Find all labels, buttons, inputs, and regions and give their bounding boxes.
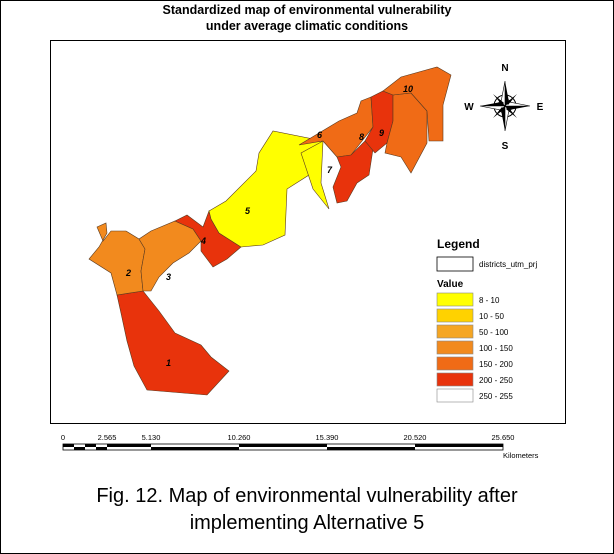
- legend-title: Legend: [437, 237, 480, 251]
- district-10: [382, 66, 452, 142]
- scale-tick-5: 20.520: [404, 433, 427, 442]
- district-label-2: 2: [125, 268, 131, 278]
- legend-swatch-4: [436, 356, 474, 371]
- legend: Legend districts_utm_prj Value 8 - 10 10 …: [436, 237, 537, 403]
- scale-tick-0: 0: [61, 433, 65, 442]
- compass-west-label: W: [464, 102, 474, 113]
- district-label-3: 3: [166, 272, 171, 282]
- legend-swatch-2: [436, 324, 474, 339]
- district-7: [332, 140, 374, 204]
- district-label-7: 7: [327, 165, 333, 175]
- district-5b: [300, 140, 330, 210]
- compass-east-label: E: [537, 102, 544, 113]
- scale-blocks: [62, 443, 504, 451]
- legend-swatch-3: [436, 340, 474, 355]
- map-panel: 1 2 3 4 5 6 7 8 9 10 N S E W: [50, 40, 566, 424]
- scale-tick-3: 10.260: [228, 433, 251, 442]
- legend-class-label-5: 200 - 250: [479, 376, 513, 385]
- legend-class-label-0: 8 - 10: [479, 296, 500, 305]
- caption-line-2: implementing Alternative 5: [189, 512, 425, 534]
- legend-class-label-2: 50 - 100: [479, 328, 509, 337]
- district-label-6: 6: [317, 130, 323, 140]
- scale-tick-6: 25.650: [492, 433, 515, 442]
- scale-block-6: [239, 444, 327, 447]
- legend-value-heading: Value: [437, 279, 464, 290]
- scale-block-7: [327, 447, 415, 450]
- legend-swatch-0: [436, 292, 474, 307]
- district-label-4: 4: [200, 236, 206, 246]
- legend-class-label-6: 250 - 255: [479, 392, 513, 401]
- scale-block-1: [74, 447, 85, 450]
- legend-layer-swatch: [436, 256, 474, 272]
- legend-class-label-3: 100 - 150: [479, 344, 513, 353]
- district-label-9: 9: [379, 128, 384, 138]
- legend-swatch-6: [436, 388, 474, 403]
- legend-class-label-1: 10 - 50: [479, 312, 504, 321]
- scale-tick-labels: 0 2.565 5.130 10.260 15.390 20.520 25.650: [61, 433, 515, 442]
- district-5: [208, 130, 324, 248]
- scale-block-8: [415, 444, 503, 447]
- figure-caption: Fig. 12. Map of environmental vulnerabil…: [0, 483, 614, 537]
- scale-tick-4: 15.390: [316, 433, 339, 442]
- map-title-line-1: Standardized map of environmental vulner…: [162, 3, 452, 17]
- legend-swatch-5: [436, 372, 474, 387]
- map-title-line-2: under average climatic conditions: [205, 19, 409, 33]
- district-1: [116, 290, 230, 396]
- district-label-10: 10: [403, 84, 413, 94]
- district-2: [88, 222, 146, 296]
- map-canvas: 1 2 3 4 5 6 7 8 9 10 N S E W: [88, 63, 544, 403]
- compass-north-label: N: [501, 63, 508, 74]
- caption-line-1: Fig. 12. Map of environmental vulnerabil…: [96, 485, 518, 507]
- compass-rose-icon: [479, 80, 531, 132]
- scale-tick-2: 5.130: [142, 433, 161, 442]
- scale-bar: 0 2.565 5.130 10.260 15.390 20.520 25.650 Kilo…: [61, 433, 539, 460]
- district-label-1: 1: [166, 358, 171, 368]
- scale-block-3: [96, 447, 107, 450]
- scale-block-5: [151, 447, 239, 450]
- legend-class-label-4: 150 - 200: [479, 360, 513, 369]
- scale-block-4: [107, 444, 151, 447]
- district-label-8: 8: [359, 132, 364, 142]
- map-title: Standardized map of environmental vulner…: [0, 2, 614, 34]
- scale-tick-1: 2.565: [98, 433, 117, 442]
- legend-classes: 8 - 10 10 - 50 50 - 100 100 - 150 150 - 200 2…: [436, 292, 513, 403]
- compass-south-label: S: [502, 141, 509, 152]
- scale-block-0: [63, 444, 74, 447]
- legend-layer-name: districts_utm_prj: [479, 260, 537, 269]
- legend-swatch-1: [436, 308, 474, 323]
- scale-block-2: [85, 444, 96, 447]
- scale-unit-label: Kilometers: [503, 451, 539, 460]
- district-label-5: 5: [245, 206, 251, 216]
